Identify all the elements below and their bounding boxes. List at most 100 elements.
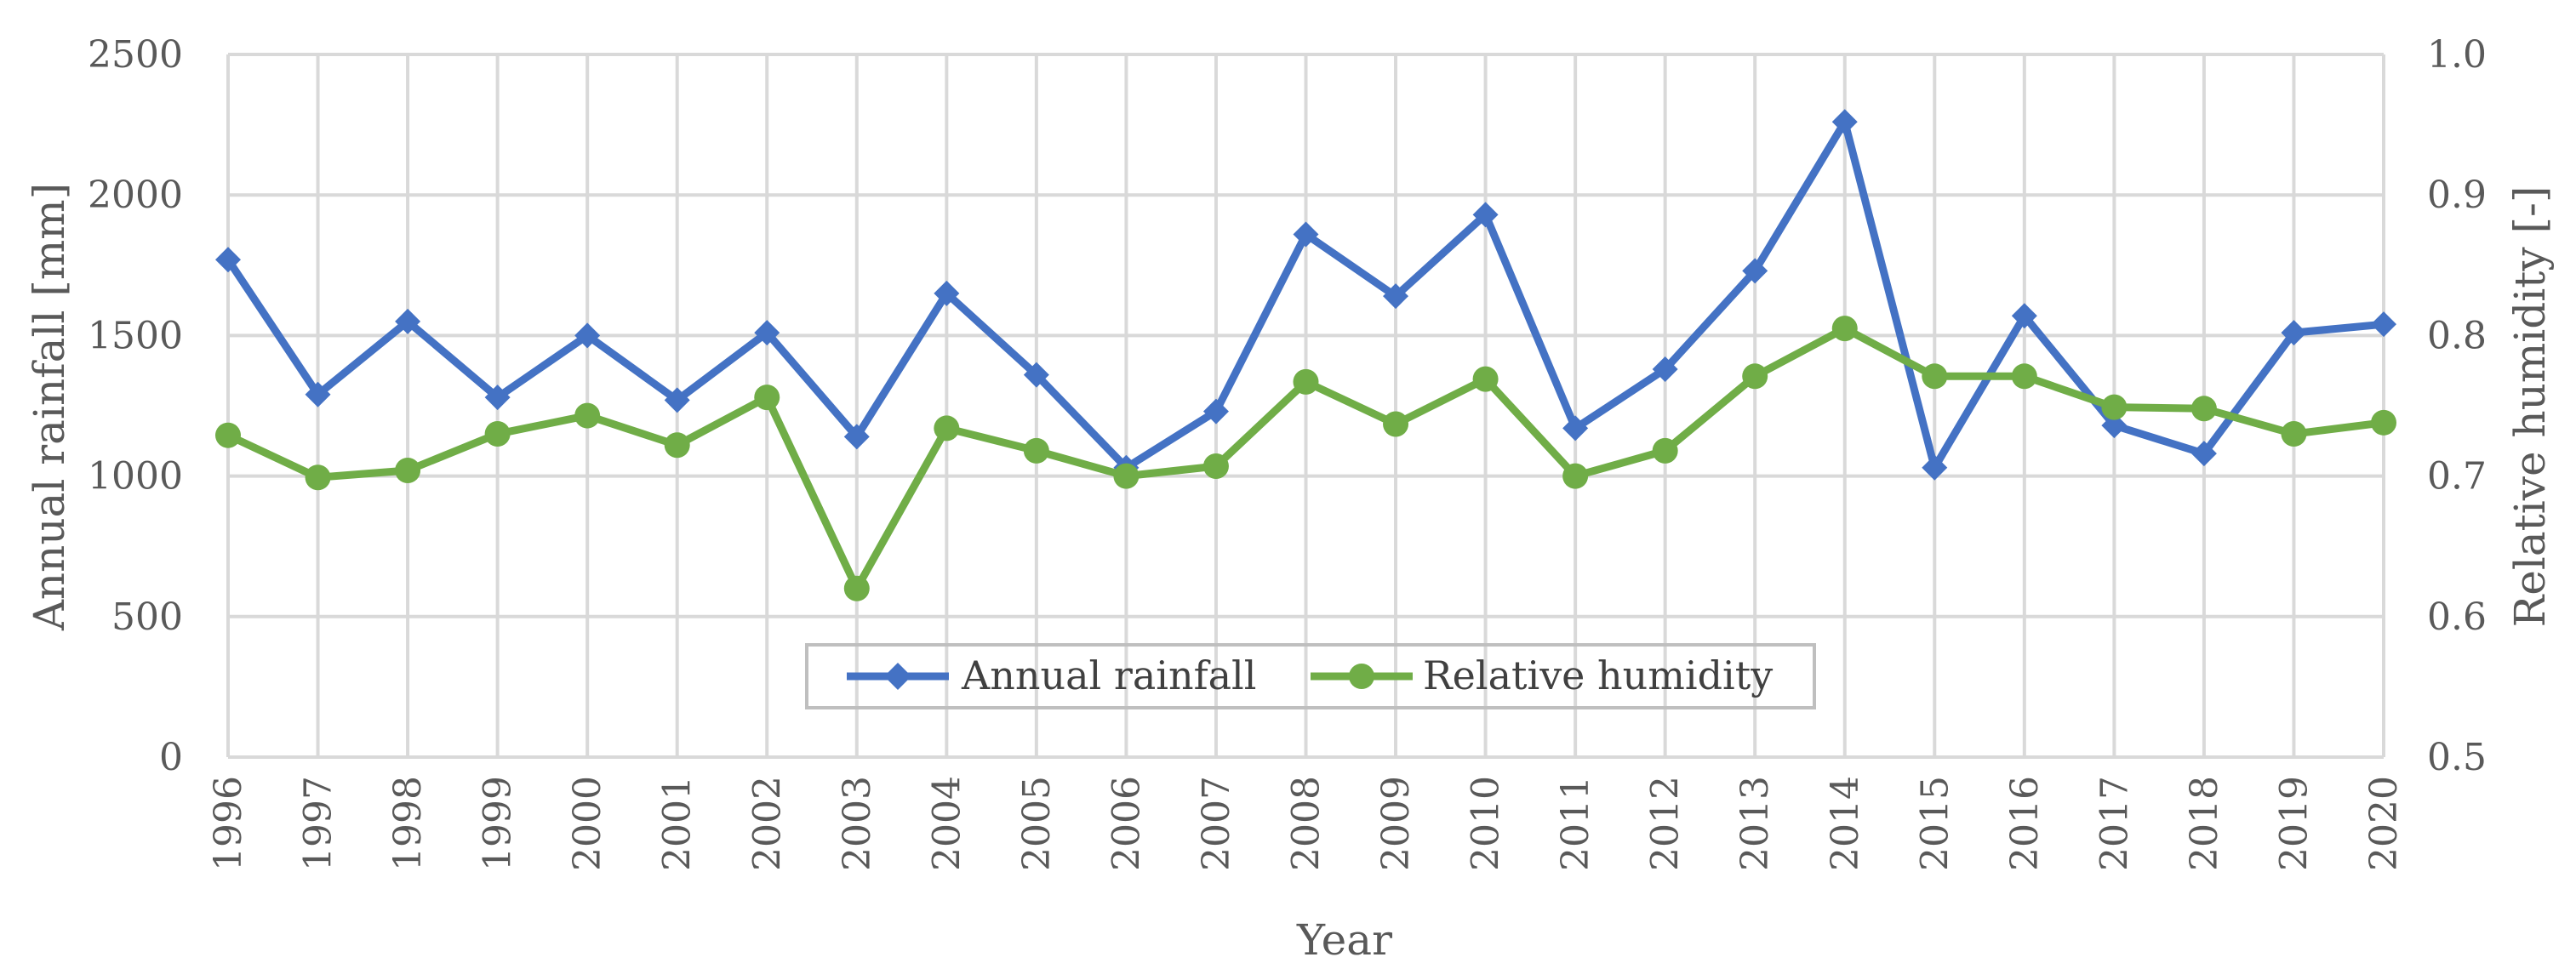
data-point-relative-humidity — [1922, 363, 1948, 390]
data-point-relative-humidity — [2371, 409, 2396, 436]
data-point-annual-rainfall — [664, 387, 690, 413]
x-tick-label: 2005 — [1015, 776, 1059, 871]
data-point-annual-rainfall — [1383, 283, 1409, 310]
data-point-annual-rainfall — [215, 247, 241, 273]
x-tick-label: 2002 — [745, 776, 789, 871]
data-point-annual-rainfall — [934, 280, 960, 306]
x-tick-label: 2006 — [1105, 776, 1148, 871]
x-tick-label: 2011 — [1554, 776, 1597, 871]
grid-lines — [226, 53, 2385, 759]
legend: Annual rainfall Relative humidity — [805, 643, 1816, 709]
data-point-annual-rainfall — [1652, 356, 1678, 383]
data-point-relative-humidity — [2190, 396, 2217, 422]
data-point-annual-rainfall — [1293, 221, 1319, 248]
data-point-annual-rainfall — [1472, 202, 1499, 228]
legend-label-relative-humidity: Relative humidity — [1423, 652, 1773, 698]
data-point-annual-rainfall — [1742, 258, 1768, 284]
x-tick-label: 2017 — [2093, 776, 2136, 871]
y-axis-title: Annual rainfall [mm] — [25, 183, 74, 631]
x-tick-label: 2013 — [1734, 776, 1777, 871]
data-point-annual-rainfall — [305, 381, 331, 407]
y-tick-label: 2500 — [88, 33, 183, 77]
data-point-annual-rainfall — [843, 424, 870, 450]
data-point-annual-rainfall — [1922, 454, 1948, 481]
y-tick-label: 1000 — [88, 455, 183, 499]
data-point-annual-rainfall — [2011, 303, 2037, 329]
data-point-relative-humidity — [215, 422, 241, 448]
x-tick-label: 2020 — [2362, 776, 2406, 871]
x-tick-label: 2009 — [1374, 776, 1418, 871]
y-tick-label: 1500 — [88, 314, 183, 357]
x-axis-ticks: 1996 1997 1998 1999 2000 2001 2002 2003 2004 2005… — [207, 776, 2406, 871]
x-tick-label: 2016 — [2003, 776, 2047, 871]
data-point-relative-humidity — [1202, 453, 1229, 480]
y-tick-label: 500 — [111, 595, 183, 639]
data-point-relative-humidity — [1831, 316, 1858, 342]
x-tick-label: 2010 — [1465, 776, 1508, 871]
data-point-relative-humidity — [484, 421, 511, 447]
data-point-annual-rainfall — [1202, 398, 1229, 424]
data-point-relative-humidity — [934, 415, 960, 442]
x-tick-label: 2018 — [2183, 776, 2226, 871]
data-point-relative-humidity — [574, 402, 601, 429]
data-point-relative-humidity — [2281, 421, 2307, 447]
left-axis-ticks: 0 500 1000 1500 2000 2500 — [88, 33, 183, 779]
data-point-relative-humidity — [1023, 437, 1049, 464]
data-point-annual-rainfall — [2101, 413, 2128, 439]
x-tick-label: 2004 — [925, 776, 968, 871]
y2-axis-title: Relative humidity [-] — [2505, 186, 2555, 628]
data-point-relative-humidity — [2011, 363, 2037, 390]
x-axis-title: Year — [1296, 915, 1392, 965]
data-point-annual-rainfall — [1831, 109, 1858, 135]
x-tick-label: 2007 — [1195, 776, 1238, 871]
data-point-relative-humidity — [1383, 411, 1409, 437]
y2-tick-label: 0.6 — [2427, 595, 2487, 639]
data-point-relative-humidity — [1293, 368, 1319, 395]
x-tick-label: 2012 — [1644, 776, 1688, 871]
data-point-relative-humidity — [305, 464, 331, 491]
y2-tick-label: 0.7 — [2427, 455, 2487, 499]
right-axis-ticks: 0.5 0.6 0.7 0.8 0.9 1.0 — [2427, 33, 2487, 779]
data-point-relative-humidity — [2101, 394, 2128, 420]
x-tick-label: 1998 — [386, 776, 430, 871]
x-tick-label: 2003 — [836, 776, 879, 871]
y-tick-label: 2000 — [88, 174, 183, 217]
data-point-annual-rainfall — [2371, 311, 2396, 338]
data-point-annual-rainfall — [2190, 441, 2217, 467]
data-point-annual-rainfall — [1023, 362, 1049, 388]
legend-box — [805, 643, 1816, 709]
y2-tick-label: 0.5 — [2427, 736, 2487, 779]
series — [215, 109, 2396, 601]
legend-marker-annual-rainfall — [884, 663, 911, 690]
legend-label-annual-rainfall: Annual rainfall — [961, 652, 1256, 698]
x-tick-label: 2001 — [656, 776, 700, 871]
data-point-relative-humidity — [1652, 437, 1678, 464]
data-point-annual-rainfall — [1562, 415, 1589, 442]
data-point-relative-humidity — [664, 432, 690, 459]
x-tick-label: 2015 — [1913, 776, 1956, 871]
data-point-relative-humidity — [1472, 366, 1499, 392]
y2-tick-label: 0.9 — [2427, 174, 2487, 217]
data-point-relative-humidity — [395, 457, 421, 483]
x-tick-label: 1997 — [297, 776, 340, 871]
x-tick-label: 2008 — [1285, 776, 1328, 871]
x-tick-label: 2000 — [566, 776, 609, 871]
data-point-relative-humidity — [843, 575, 870, 601]
y2-tick-label: 1.0 — [2427, 33, 2487, 77]
data-point-relative-humidity — [1562, 463, 1589, 489]
data-point-relative-humidity — [754, 385, 780, 411]
data-point-annual-rainfall — [574, 322, 601, 349]
data-point-annual-rainfall — [484, 385, 511, 411]
data-point-relative-humidity — [1113, 463, 1139, 489]
data-point-annual-rainfall — [2281, 320, 2307, 346]
x-tick-label: 1999 — [477, 776, 520, 871]
y-tick-label: 0 — [159, 736, 183, 779]
data-point-annual-rainfall — [395, 308, 421, 334]
data-point-relative-humidity — [1742, 363, 1768, 390]
x-tick-label: 2019 — [2272, 776, 2316, 871]
x-tick-label: 1996 — [207, 776, 250, 871]
data-point-annual-rainfall — [754, 320, 780, 346]
y2-tick-label: 0.8 — [2427, 314, 2487, 357]
x-tick-label: 2014 — [1824, 776, 1867, 871]
